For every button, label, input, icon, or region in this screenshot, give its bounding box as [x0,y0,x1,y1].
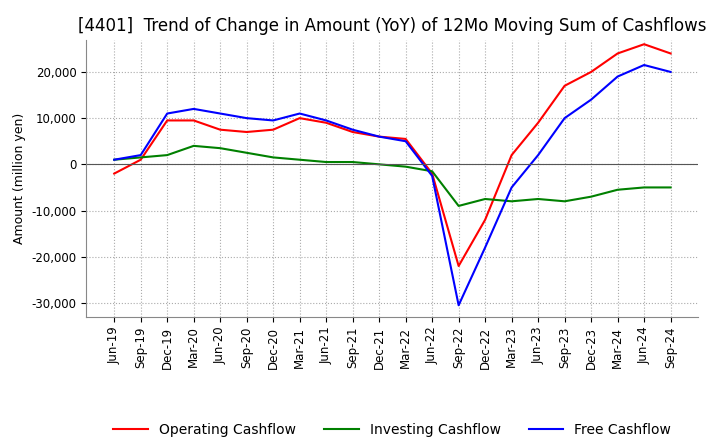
Operating Cashflow [322,120,330,125]
Operating Cashflow [560,83,569,88]
Title: [4401]  Trend of Change in Amount (YoY) of 12Mo Moving Sum of Cashflows: [4401] Trend of Change in Amount (YoY) o… [78,17,706,35]
Y-axis label: Amount (million yen): Amount (million yen) [13,113,26,244]
Free Cashflow [216,111,225,116]
Investing Cashflow [666,185,675,190]
Free Cashflow [560,115,569,121]
Free Cashflow [534,152,542,158]
Free Cashflow [587,97,595,102]
Investing Cashflow [454,203,463,209]
Investing Cashflow [136,155,145,160]
Operating Cashflow [454,263,463,268]
Line: Operating Cashflow: Operating Cashflow [114,44,670,266]
Free Cashflow [508,185,516,190]
Investing Cashflow [508,198,516,204]
Operating Cashflow [189,118,198,123]
Free Cashflow [666,69,675,74]
Line: Investing Cashflow: Investing Cashflow [114,146,670,206]
Free Cashflow [243,115,251,121]
Free Cashflow [454,303,463,308]
Operating Cashflow [508,152,516,158]
Free Cashflow [322,118,330,123]
Investing Cashflow [587,194,595,199]
Investing Cashflow [428,169,436,174]
Free Cashflow [295,111,304,116]
Operating Cashflow [640,41,649,47]
Operating Cashflow [481,217,490,222]
Operating Cashflow [110,171,119,176]
Investing Cashflow [322,159,330,165]
Investing Cashflow [348,159,357,165]
Operating Cashflow [348,129,357,135]
Operating Cashflow [243,129,251,135]
Operating Cashflow [375,134,384,139]
Operating Cashflow [428,171,436,176]
Free Cashflow [428,173,436,179]
Operating Cashflow [401,136,410,142]
Free Cashflow [348,127,357,132]
Operating Cashflow [269,127,277,132]
Investing Cashflow [269,155,277,160]
Free Cashflow [269,118,277,123]
Operating Cashflow [534,120,542,125]
Free Cashflow [136,152,145,158]
Investing Cashflow [243,150,251,155]
Free Cashflow [163,111,171,116]
Investing Cashflow [216,146,225,151]
Operating Cashflow [666,51,675,56]
Line: Free Cashflow: Free Cashflow [114,65,670,305]
Operating Cashflow [216,127,225,132]
Free Cashflow [110,157,119,162]
Free Cashflow [613,74,622,79]
Operating Cashflow [163,118,171,123]
Free Cashflow [375,134,384,139]
Legend: Operating Cashflow, Investing Cashflow, Free Cashflow: Operating Cashflow, Investing Cashflow, … [108,418,677,440]
Investing Cashflow [295,157,304,162]
Investing Cashflow [560,198,569,204]
Investing Cashflow [189,143,198,148]
Operating Cashflow [136,157,145,162]
Free Cashflow [189,106,198,111]
Investing Cashflow [534,196,542,202]
Operating Cashflow [587,69,595,74]
Investing Cashflow [481,196,490,202]
Investing Cashflow [613,187,622,192]
Investing Cashflow [163,152,171,158]
Operating Cashflow [295,115,304,121]
Free Cashflow [640,62,649,68]
Operating Cashflow [613,51,622,56]
Investing Cashflow [640,185,649,190]
Investing Cashflow [375,161,384,167]
Free Cashflow [401,139,410,144]
Investing Cashflow [110,157,119,162]
Free Cashflow [481,245,490,250]
Investing Cashflow [401,164,410,169]
